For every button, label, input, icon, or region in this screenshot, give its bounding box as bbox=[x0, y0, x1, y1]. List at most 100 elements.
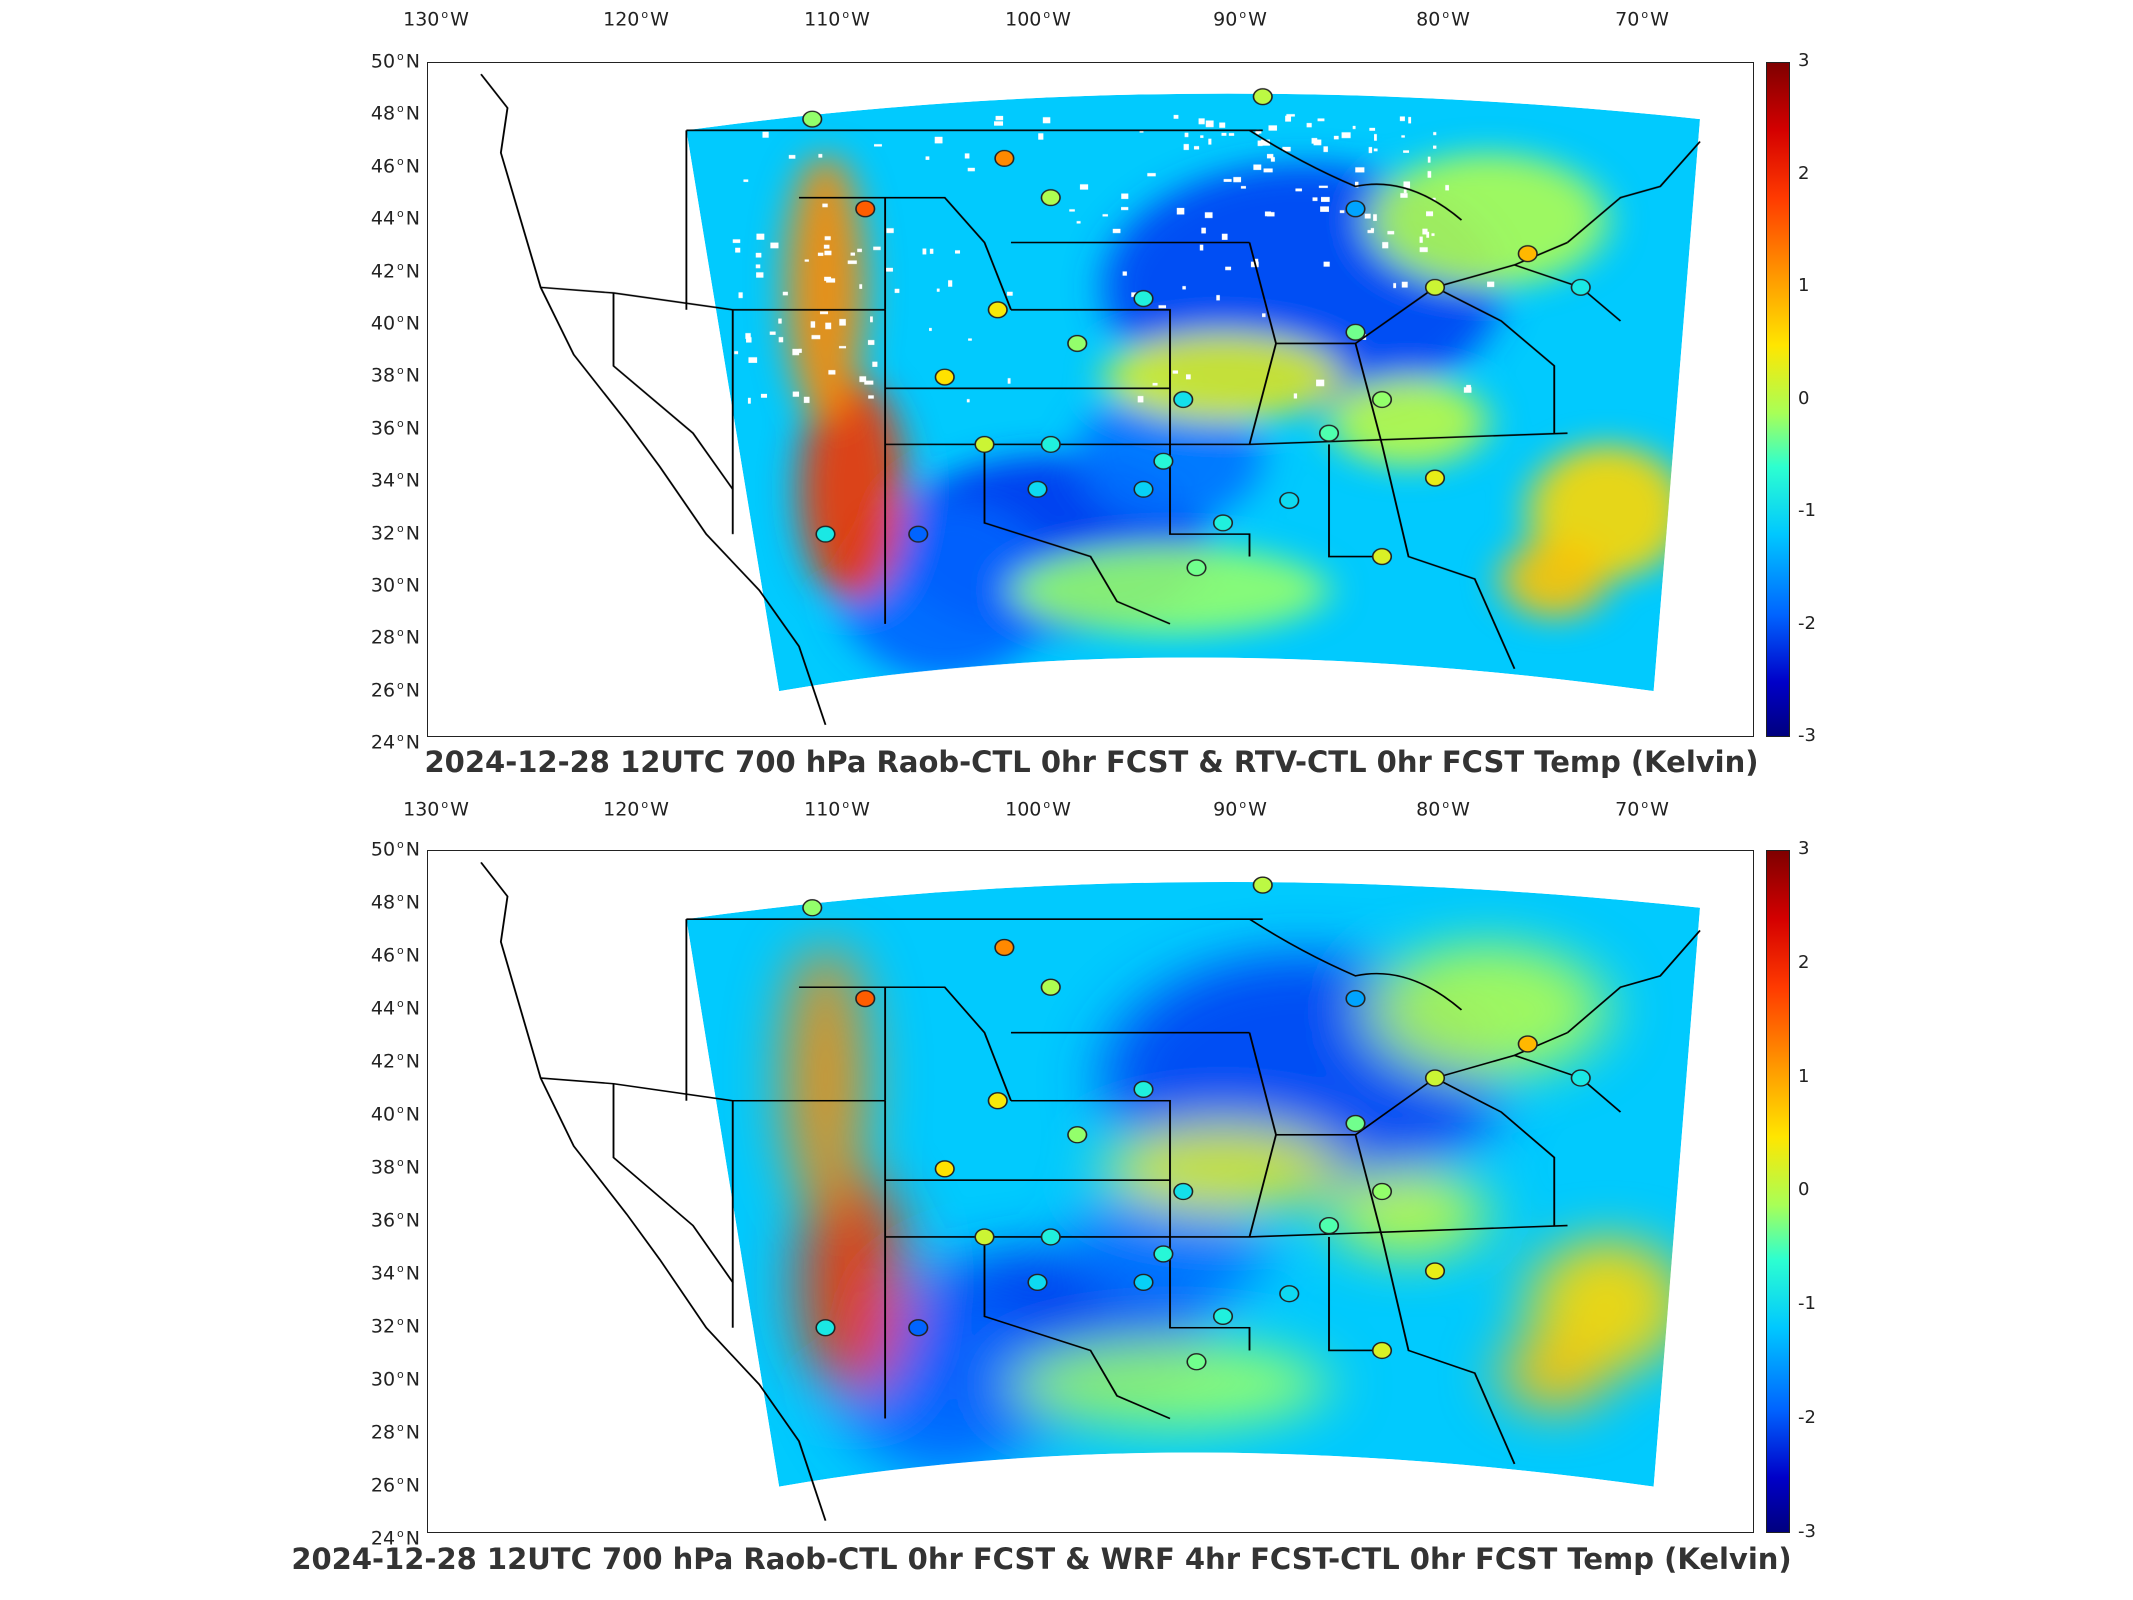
lat-suffix: N bbox=[405, 1421, 420, 1444]
raob-station-marker bbox=[987, 301, 1008, 319]
latitude-label: 26 o N bbox=[370, 678, 420, 702]
lat-suffix: N bbox=[405, 997, 420, 1020]
panel-title: 2024-12-28 12UTC 700 hPa Raob-CTL 0hr FC… bbox=[291, 1542, 1792, 1576]
lat-value: 36 bbox=[370, 417, 396, 440]
lon-suffix: W bbox=[1248, 8, 1267, 31]
raob-station-marker bbox=[802, 899, 823, 917]
raob-station-marker bbox=[1040, 189, 1061, 207]
raob-station-marker bbox=[1040, 978, 1061, 996]
raob-station-marker bbox=[815, 1319, 836, 1337]
raob-station-marker bbox=[1371, 1182, 1393, 1201]
lon-value: 80 bbox=[1416, 8, 1441, 31]
latitude-label: 42 o N bbox=[370, 259, 420, 282]
lat-value: 34 bbox=[370, 469, 396, 492]
raob-station-marker bbox=[1040, 1228, 1061, 1246]
lon-value: 100 bbox=[1005, 8, 1042, 31]
lon-value: 130 bbox=[403, 798, 440, 821]
lat-value: 36 bbox=[370, 1209, 396, 1232]
lat-value: 50 bbox=[370, 838, 396, 861]
raob-station-marker bbox=[1345, 989, 1366, 1008]
lat-suffix: N bbox=[405, 1209, 420, 1232]
lat-value: 42 bbox=[370, 1050, 396, 1073]
latitude-label: 36 o N bbox=[370, 416, 420, 440]
raob-station-marker bbox=[855, 200, 876, 218]
latitude-label: 40 o N bbox=[370, 312, 420, 335]
lon-suffix: W bbox=[650, 8, 669, 31]
map-frame bbox=[427, 62, 1754, 737]
raob-station-marker bbox=[1279, 491, 1300, 509]
lat-suffix: N bbox=[405, 521, 420, 544]
latitude-label: 50 o N bbox=[370, 838, 420, 861]
latitude-label: 34 o N bbox=[370, 1262, 420, 1285]
bottom-map-panel: 130 o W 120 o W 110 o W 100 o W 90 o W 80 o W 70 o W 50 o N 48 o… bbox=[0, 790, 2133, 1590]
colorbar-tick-label: 1 bbox=[1798, 1065, 1810, 1087]
raob-station-marker bbox=[1252, 88, 1273, 106]
latitude-label: 24 o N bbox=[370, 731, 420, 754]
lat-suffix: N bbox=[405, 1527, 420, 1550]
raob-station-marker bbox=[1186, 559, 1207, 577]
lon-suffix: W bbox=[1650, 8, 1669, 31]
lat-suffix: N bbox=[405, 891, 420, 914]
lat-value: 44 bbox=[370, 997, 396, 1020]
lat-suffix: N bbox=[405, 312, 420, 335]
raob-station-marker bbox=[1133, 290, 1154, 308]
latitude-label: 42 o N bbox=[370, 1050, 420, 1073]
raob-station-marker bbox=[1133, 1273, 1154, 1291]
latitude-label: 38 o N bbox=[370, 1156, 420, 1179]
lat-value: 38 bbox=[370, 1156, 396, 1179]
latitude-label: 44 o N bbox=[370, 997, 420, 1020]
lon-suffix: W bbox=[450, 8, 469, 31]
lon-value: 120 bbox=[603, 798, 640, 821]
latitude-label: 40 o N bbox=[370, 1103, 420, 1126]
lat-suffix: N bbox=[405, 626, 420, 649]
lat-suffix: N bbox=[405, 838, 420, 861]
lon-suffix: W bbox=[1052, 8, 1071, 31]
lat-suffix: N bbox=[405, 50, 420, 73]
colorbar-tick-label: -1 bbox=[1798, 500, 1816, 521]
longitude-label: 130 o W bbox=[403, 8, 469, 31]
raob-station-marker bbox=[1345, 200, 1366, 218]
raob-station-marker bbox=[934, 1160, 955, 1178]
lat-value: 30 bbox=[370, 574, 396, 597]
lon-suffix: W bbox=[1248, 798, 1267, 821]
lat-value: 32 bbox=[370, 521, 396, 544]
lat-value: 28 bbox=[370, 1421, 396, 1444]
longitude-label: 130 o W bbox=[403, 798, 469, 821]
raob-station-marker bbox=[802, 110, 823, 128]
raob-station-marker bbox=[1173, 1182, 1194, 1201]
lat-suffix: N bbox=[405, 207, 420, 230]
lat-suffix: N bbox=[405, 574, 420, 597]
raob-station-marker bbox=[1252, 876, 1273, 894]
lon-suffix: W bbox=[1451, 8, 1470, 31]
raob-station-marker bbox=[1067, 1126, 1088, 1144]
state-boundaries bbox=[480, 861, 1701, 1521]
lon-suffix: W bbox=[1650, 798, 1669, 821]
lon-suffix: W bbox=[851, 798, 870, 821]
colorbar-tick-label: 0 bbox=[1798, 1179, 1810, 1201]
lat-value: 34 bbox=[370, 1262, 396, 1285]
lat-value: 24 bbox=[370, 731, 396, 754]
lat-suffix: N bbox=[405, 155, 420, 178]
latitude-label: 28 o N bbox=[370, 626, 420, 649]
lat-suffix: N bbox=[405, 1262, 420, 1285]
lat-value: 38 bbox=[370, 364, 396, 387]
raob-station-marker bbox=[1371, 390, 1393, 409]
raob-station-marker bbox=[1345, 1114, 1366, 1133]
raob-station-marker bbox=[934, 368, 955, 386]
colorbar-tick-label: -2 bbox=[1798, 1407, 1816, 1428]
lat-value: 48 bbox=[370, 891, 396, 914]
lat-suffix: N bbox=[405, 1474, 420, 1497]
raob-station-marker bbox=[994, 149, 1015, 167]
raob-station-marker bbox=[987, 1092, 1008, 1110]
raob-station-marker bbox=[1040, 435, 1061, 453]
latitude-label: 44 o N bbox=[370, 207, 420, 230]
raob-station-marker bbox=[1424, 469, 1446, 487]
raob-station-marker bbox=[1186, 1353, 1207, 1371]
lat-value: 48 bbox=[370, 102, 396, 125]
lon-suffix: W bbox=[1451, 798, 1470, 821]
longitude-label: 90 o W bbox=[1213, 8, 1267, 31]
state-boundaries bbox=[480, 73, 1701, 725]
raob-station-marker bbox=[908, 1319, 929, 1337]
lat-suffix: N bbox=[405, 259, 420, 282]
top-map-panel: 130 o W 120 o W 110 o W 100 o W 90 o W 80 o W 70 o W 50 o N 48 o… bbox=[0, 0, 2133, 790]
